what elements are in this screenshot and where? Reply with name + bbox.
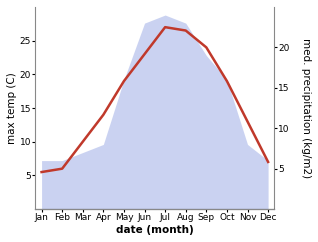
Y-axis label: max temp (C): max temp (C)	[7, 72, 17, 144]
Y-axis label: med. precipitation (kg/m2): med. precipitation (kg/m2)	[301, 38, 311, 178]
X-axis label: date (month): date (month)	[116, 225, 194, 235]
